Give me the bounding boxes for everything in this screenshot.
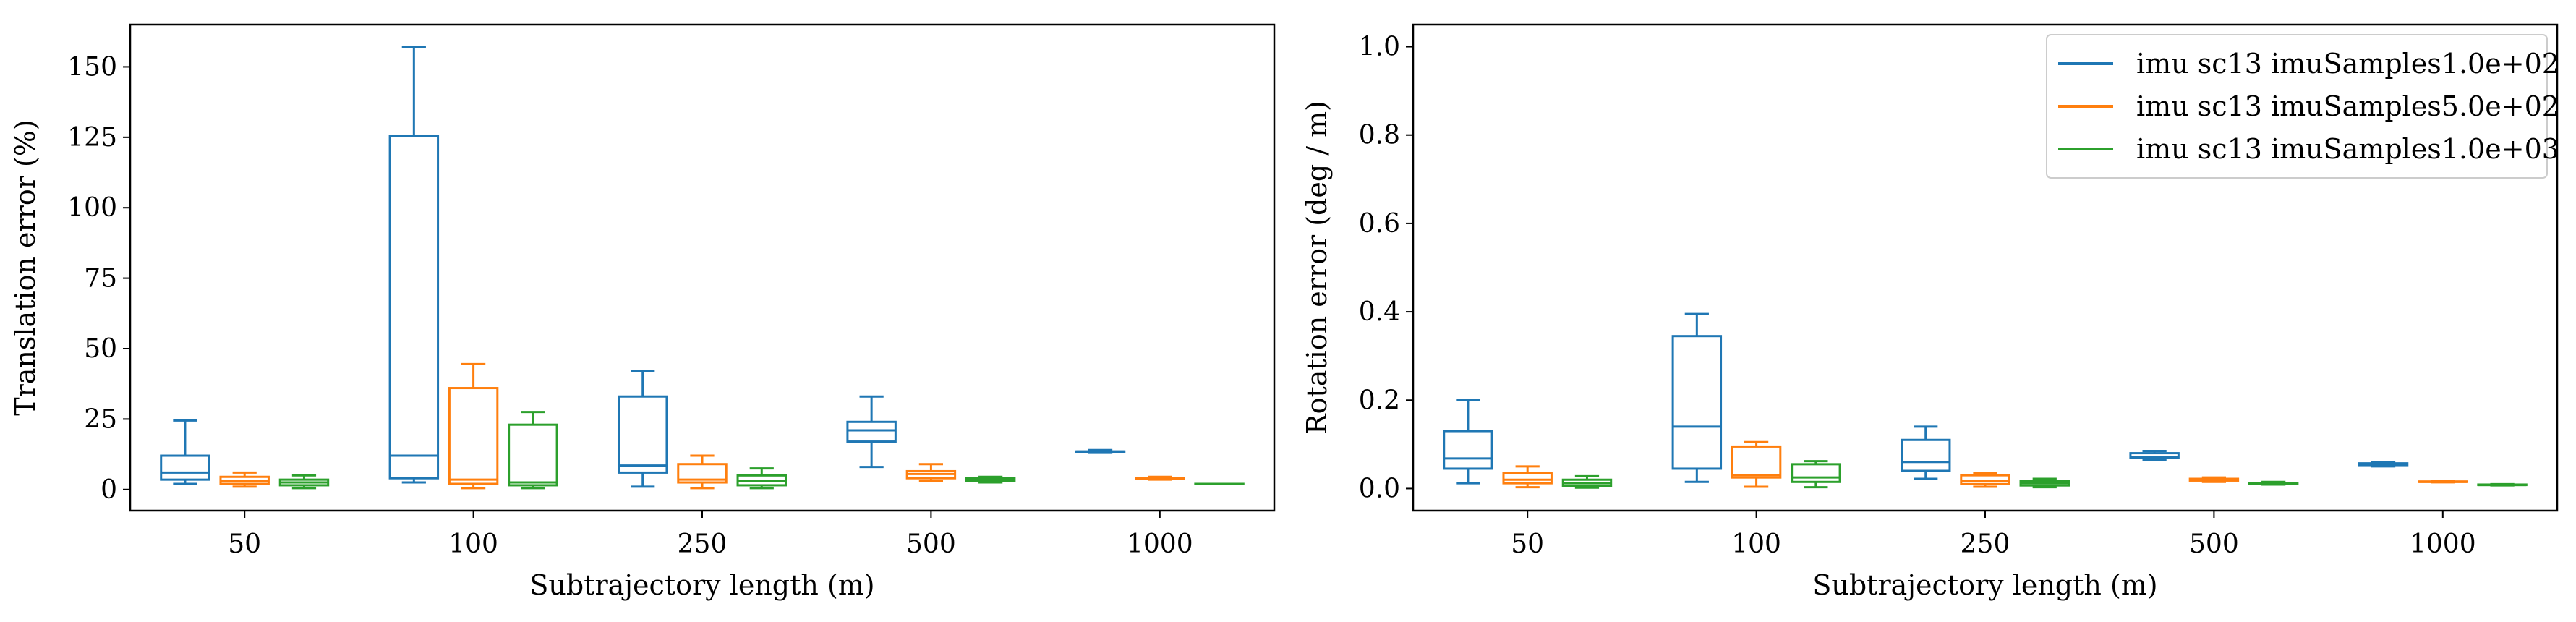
box-series3-1000 [2477, 482, 2528, 487]
y-tick-label: 0.4 [1359, 297, 1400, 327]
panel-translation-error: 0 25 50 75 100 125 150 50 100 250 500 1000 Subtrajec… [9, 23, 1276, 601]
box-series2-100 [1731, 440, 1782, 488]
x-tick-label: 50 [228, 529, 261, 559]
legend-label-1: imu sc13 imuSamples1.0e+02 [2136, 48, 2559, 80]
y-tick-label: 150 [67, 52, 117, 82]
box-iqr [1901, 438, 1951, 472]
box-series2-100 [448, 362, 499, 490]
box-series1-250 [618, 370, 668, 488]
box-series1-500 [2129, 450, 2180, 461]
box-series3-250 [2019, 477, 2070, 489]
box-series1-500 [846, 395, 897, 469]
y-tick-label: 25 [84, 404, 117, 434]
box-series1-100 [388, 46, 440, 484]
box-series2-500 [905, 463, 957, 482]
legend-label-3: imu sc13 imuSamples1.0e+03 [2136, 133, 2559, 165]
box-series3-100 [508, 411, 558, 490]
legend-frame [2046, 34, 2548, 179]
box-iqr [618, 395, 668, 474]
box-iqr [1502, 472, 1553, 485]
box-series2-1000 [2418, 480, 2468, 484]
box-iqr [1671, 335, 1723, 470]
legend: imu sc13 imuSamples1.0e+02 imu sc13 imuSa… [2046, 34, 2559, 179]
box-series1-50 [1443, 399, 1493, 485]
box-series3-500 [965, 475, 1016, 484]
box-iqr [677, 463, 728, 484]
x-tick-label: 100 [1731, 529, 1781, 559]
y-axis-label: Rotation error (deg / m) [1301, 101, 1333, 435]
box-iqr [508, 423, 558, 487]
y-tick-label: 125 [67, 123, 117, 153]
x-tick-label: 500 [2189, 529, 2239, 559]
x-axis-label: Subtrajectory length (m) [1812, 569, 2157, 601]
y-tick-label: 1.0 [1359, 33, 1400, 62]
box-series3-500 [2248, 480, 2299, 486]
y-tick-label: 50 [84, 334, 117, 364]
axes-frame [1412, 23, 2559, 512]
box-series3-50 [1561, 474, 1613, 489]
box-series2-500 [2188, 476, 2240, 483]
x-tick-label: 250 [678, 529, 728, 559]
y-axis-label: Translation error (%) [9, 119, 41, 416]
box-series3-50 [278, 474, 330, 490]
panel-rotation-error: 0.0 0.2 0.4 0.6 0.8 1.0 50 100 250 500 1000 Subtraj… [1301, 23, 2559, 601]
box-series3-250 [736, 467, 787, 490]
y-tick-label: 75 [84, 264, 117, 294]
x-tick-label: 250 [1961, 529, 2010, 559]
box-series2-250 [1960, 471, 2010, 488]
box-iqr [1731, 445, 1782, 479]
y-tick-label: 0.8 [1359, 121, 1400, 150]
box-iqr [1791, 463, 1841, 483]
box-iqr [846, 420, 897, 443]
x-tick-label: 1000 [1127, 529, 1193, 559]
box-series2-1000 [1135, 475, 1185, 481]
y-tick-label: 0.2 [1359, 385, 1400, 415]
box-series1-100 [1671, 312, 1723, 483]
box-iqr [448, 387, 499, 485]
y-tick-label: 0.6 [1359, 209, 1400, 239]
box-series3-100 [1791, 460, 1841, 489]
box-series1-1000 [2358, 461, 2409, 468]
axes-frame [129, 23, 1276, 512]
box-series2-250 [677, 454, 728, 490]
y-tick-label: 100 [67, 193, 117, 223]
box-series1-1000 [1075, 448, 1126, 454]
legend-label-2: imu sc13 imuSamples5.0e+02 [2136, 90, 2559, 122]
x-tick-label: 500 [906, 529, 956, 559]
box-series1-50 [160, 419, 210, 485]
box-series2-50 [1502, 465, 1553, 489]
y-tick-label: 0.0 [1359, 474, 1400, 503]
box-series2-50 [219, 471, 270, 488]
x-axis-label: Subtrajectory length (m) [529, 569, 874, 601]
box-series1-250 [1901, 425, 1951, 480]
x-tick-label: 100 [448, 529, 498, 559]
y-tick-label: 0 [101, 475, 117, 505]
box-iqr [160, 454, 210, 481]
box-iqr [1443, 430, 1493, 470]
box-iqr [388, 135, 440, 480]
x-tick-label: 1000 [2410, 529, 2476, 559]
x-tick-label: 50 [1511, 529, 1544, 559]
box-series3-1000 [1194, 482, 1245, 485]
